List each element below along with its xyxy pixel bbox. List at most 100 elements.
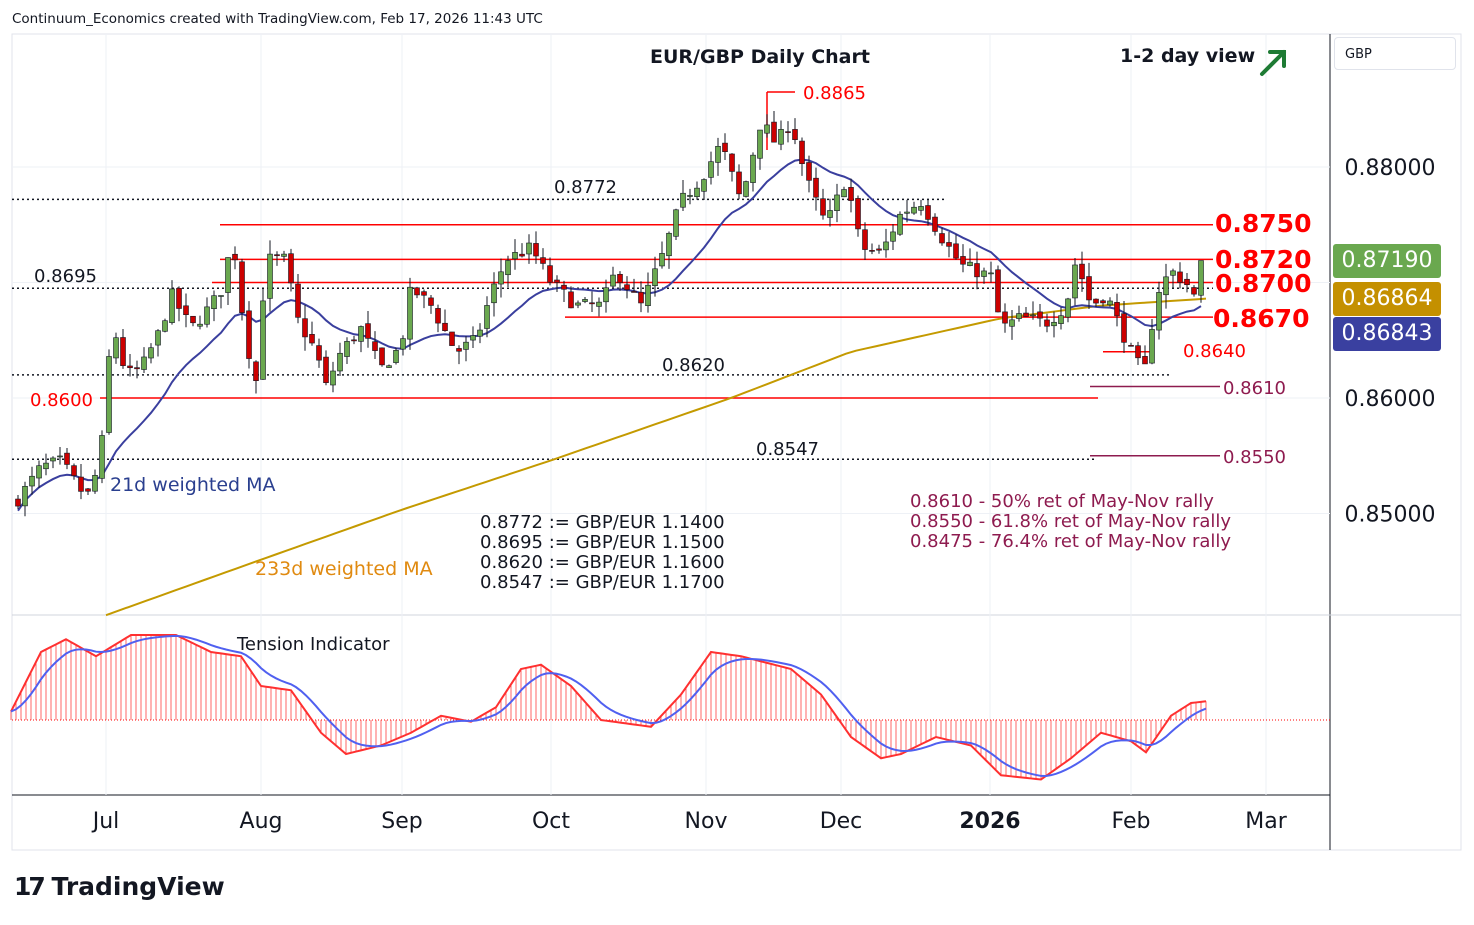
candle-down	[274, 254, 280, 257]
candle-up	[757, 129, 763, 159]
candle-up	[1107, 300, 1113, 306]
candle-down	[232, 253, 238, 261]
candle-down	[64, 452, 70, 465]
candle-down	[1177, 271, 1183, 283]
level-label: 0.8700	[1215, 269, 1311, 298]
retracement-note: 0.8475 - 76.4% ret of May-Nov rally	[910, 531, 1231, 552]
candle-down	[120, 337, 126, 366]
ma21-label: 21d weighted MA	[110, 474, 276, 496]
candle-up	[260, 300, 266, 380]
candle-up	[162, 320, 168, 332]
conversion-note: 0.8772 := GBP/EUR 1.1400	[480, 512, 725, 533]
level-label: 0.8695	[34, 266, 97, 287]
candle-down	[442, 322, 448, 331]
candle-down	[288, 253, 294, 284]
tradingview-logo[interactable]: 17 TradingView	[14, 872, 225, 901]
candle-up	[645, 284, 651, 306]
tension-signal-line	[10, 634, 1207, 777]
candle-up	[477, 329, 483, 337]
candle-down	[932, 216, 938, 232]
candle-up	[43, 462, 49, 470]
x-tick-label: 2026	[959, 809, 1020, 834]
candle-down	[365, 323, 371, 339]
candle-down	[638, 291, 644, 304]
candle-up	[197, 323, 203, 327]
candle-up	[358, 326, 364, 342]
candle-down	[806, 162, 812, 181]
candle-down	[1086, 276, 1092, 301]
candle-up	[603, 287, 609, 303]
candle-down	[722, 142, 728, 152]
candle-down	[372, 341, 378, 351]
candle-down	[974, 263, 980, 278]
x-tick-label: Mar	[1245, 809, 1287, 834]
candle-up	[1016, 313, 1022, 319]
candle-down	[848, 187, 854, 201]
x-tick-label: Sep	[381, 809, 422, 834]
level-label: 0.8640	[1183, 341, 1246, 362]
candle-down	[351, 339, 357, 342]
candle-up	[750, 154, 756, 183]
candle-down	[631, 291, 637, 293]
currency-label[interactable]: GBP	[1334, 37, 1456, 70]
candle-down	[855, 198, 861, 230]
candle-up	[708, 161, 714, 178]
candle-down	[176, 287, 182, 309]
candle-up	[393, 350, 399, 363]
candle-down	[323, 356, 329, 383]
candle-down	[519, 253, 525, 257]
candle-up	[281, 253, 287, 257]
level-label: 0.8550	[1223, 447, 1286, 468]
candle-down	[190, 315, 196, 324]
candle-up	[1198, 260, 1204, 296]
candle-up	[141, 356, 147, 370]
arrow-up-right-icon	[1260, 50, 1286, 76]
candle-up	[484, 305, 490, 329]
candle-up	[526, 242, 532, 255]
candle-up	[29, 475, 35, 487]
candle-up	[701, 179, 707, 192]
candle-up	[106, 356, 112, 433]
ma233-line	[105, 297, 1207, 617]
candle-up	[610, 274, 616, 287]
x-tick-label: Jul	[91, 809, 120, 834]
level-label: 0.8772	[554, 177, 617, 198]
candle-down	[1044, 319, 1050, 327]
y-tick-label: 0.88000	[1345, 156, 1436, 181]
level-label: 0.8547	[756, 439, 819, 460]
candle-down	[813, 177, 819, 198]
candle-down	[239, 261, 245, 313]
chart-frame	[11, 33, 1462, 851]
x-tick-label: Oct	[532, 809, 570, 834]
candle-up	[988, 272, 994, 275]
candle-down	[1023, 312, 1029, 317]
tension-label: Tension Indicator	[236, 634, 390, 655]
candle-up	[470, 335, 476, 341]
candle-up	[841, 189, 847, 198]
candle-up	[99, 435, 105, 479]
candle-down	[533, 243, 539, 257]
candle-down	[736, 171, 742, 195]
candle-up	[1149, 329, 1155, 364]
candle-up	[596, 301, 602, 307]
candle-down	[309, 334, 315, 344]
x-tick-label: Dec	[820, 809, 863, 834]
candle-up	[673, 209, 679, 237]
candle-up	[764, 124, 770, 134]
ma233-label: 233d weighted MA	[255, 558, 433, 580]
candle-up	[386, 365, 392, 368]
candle-down	[316, 345, 322, 361]
candle-down	[428, 297, 434, 306]
candle-up	[582, 299, 588, 302]
x-tick-label: Aug	[240, 809, 283, 834]
candle-down	[1121, 313, 1127, 343]
candle-down	[246, 310, 252, 359]
candle-up	[743, 181, 749, 197]
candle-up	[890, 231, 896, 242]
candle-up	[344, 341, 350, 357]
candle-up	[666, 232, 672, 257]
attribution: Continuum_Economics created with Trading…	[12, 11, 543, 27]
candle-down	[939, 233, 945, 244]
